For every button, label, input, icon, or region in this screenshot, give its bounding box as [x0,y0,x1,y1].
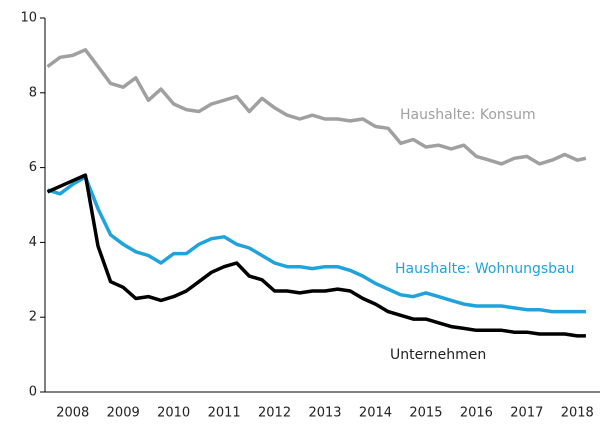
x-tick-label: 2017 [510,406,543,421]
series-line [46,173,586,338]
series-line [46,175,586,314]
x-tick-label: 2018 [561,406,594,421]
y-tick-label: 6 [29,160,37,175]
series-label: Haushalte: Wohnungsbau [395,261,574,277]
x-tick-label: 2012 [258,406,291,421]
y-tick-label: 8 [29,85,37,100]
x-tick-label: 2014 [359,406,392,421]
x-tick-label: 2008 [56,406,89,421]
y-tick-label: 10 [20,11,37,26]
series-label: Haushalte: Konsum [400,107,536,123]
y-tick-label: 0 [29,385,37,400]
x-tick-label: 2015 [409,406,442,421]
series-label: Unternehmen [390,347,486,363]
x-tick-label: 2016 [460,406,493,421]
x-tick-label: 2009 [107,406,140,421]
x-tick-label: 2010 [157,406,190,421]
x-tick-label: 2011 [208,406,241,421]
y-tick-label: 2 [29,310,37,325]
series-line [46,48,587,166]
y-tick-label: 4 [29,235,37,250]
x-tick-label: 2013 [308,406,341,421]
